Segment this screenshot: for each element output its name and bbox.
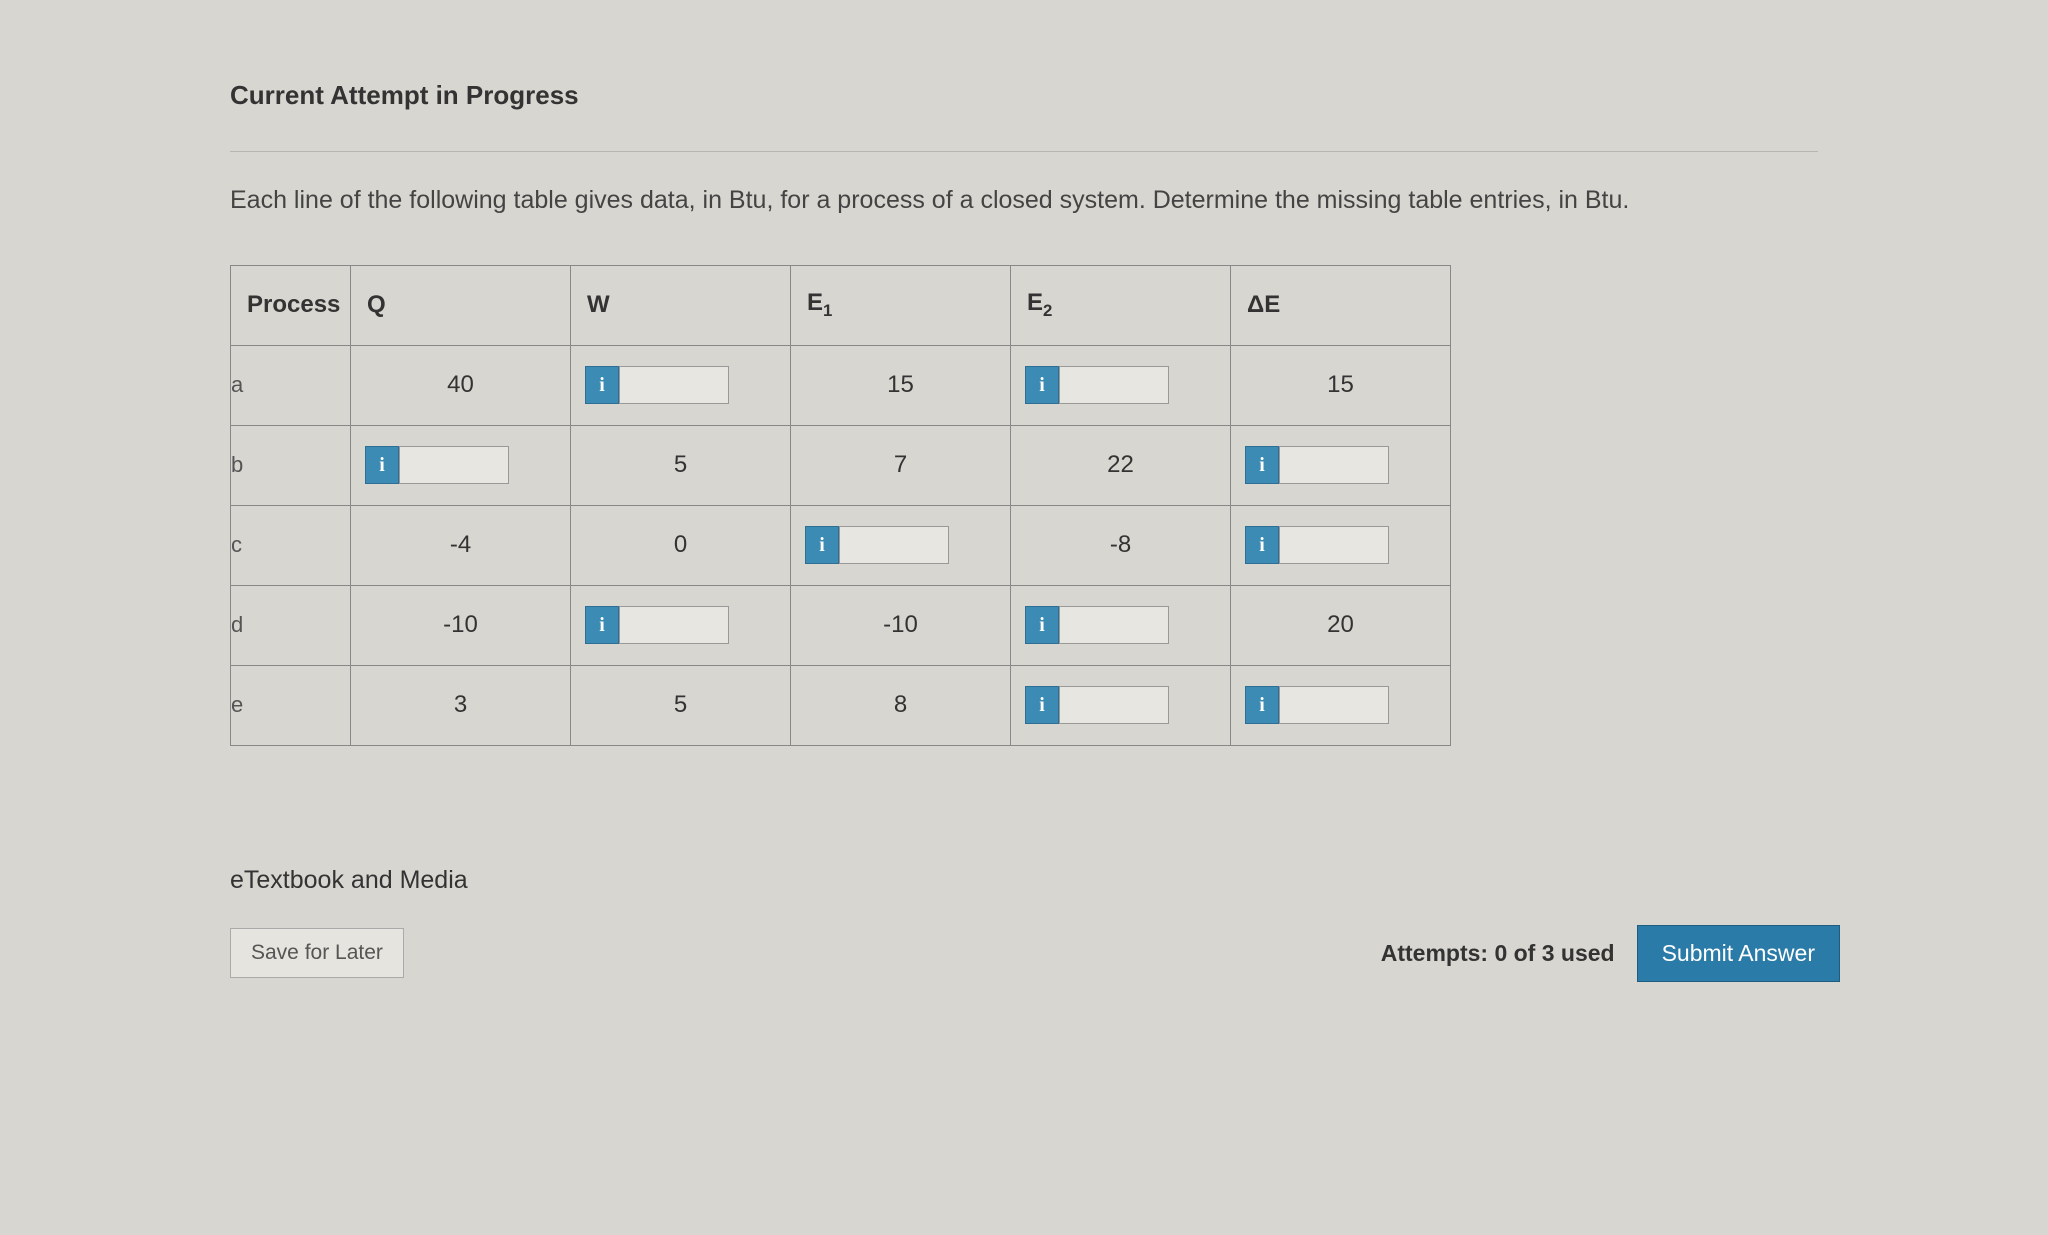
answer-input-c-de[interactable] <box>1279 526 1389 564</box>
info-icon[interactable]: i <box>1245 446 1279 484</box>
info-icon[interactable]: i <box>1245 526 1279 564</box>
info-icon[interactable]: i <box>1025 686 1059 724</box>
cell-c-e1: i <box>791 505 1011 585</box>
header-process: Process <box>231 265 351 345</box>
cell-b-q: i <box>351 425 571 505</box>
header-de: ΔE <box>1231 265 1451 345</box>
answer-input-c-e1[interactable] <box>839 526 949 564</box>
cell-e-e1: 8 <box>791 665 1011 745</box>
row-label-d: d <box>231 585 351 665</box>
cell-c-de: i <box>1231 505 1451 585</box>
cell-c-e2: -8 <box>1011 505 1231 585</box>
attempts-label: Attempts: 0 of 3 used <box>1381 940 1615 967</box>
attempt-heading: Current Attempt in Progress <box>230 80 1818 111</box>
table-row: a40 i 15 i 15 <box>231 345 1451 425</box>
cell-e-q: 3 <box>351 665 571 745</box>
header-e2: E2 <box>1011 265 1231 345</box>
cell-a-de: 15 <box>1231 345 1451 425</box>
cell-b-e2: 22 <box>1011 425 1231 505</box>
answer-input-e-e2[interactable] <box>1059 686 1169 724</box>
info-icon[interactable]: i <box>1025 606 1059 644</box>
save-for-later-button[interactable]: Save for Later <box>230 928 404 978</box>
header-q: Q <box>351 265 571 345</box>
question-prompt: Each line of the following table gives d… <box>230 182 1818 220</box>
submit-answer-button[interactable]: Submit Answer <box>1637 925 1840 982</box>
answer-input-d-e2[interactable] <box>1059 606 1169 644</box>
info-icon[interactable]: i <box>365 446 399 484</box>
answer-input-b-de[interactable] <box>1279 446 1389 484</box>
etextbook-link[interactable]: eTextbook and Media <box>230 866 1818 895</box>
cell-a-q: 40 <box>351 345 571 425</box>
cell-d-de: 20 <box>1231 585 1451 665</box>
answer-input-d-w[interactable] <box>619 606 729 644</box>
cell-b-w: 5 <box>571 425 791 505</box>
answer-input-a-w[interactable] <box>619 366 729 404</box>
cell-b-de: i <box>1231 425 1451 505</box>
cell-a-e2: i <box>1011 345 1231 425</box>
info-icon[interactable]: i <box>585 606 619 644</box>
row-label-b: b <box>231 425 351 505</box>
header-e1: E1 <box>791 265 1011 345</box>
cell-e-w: 5 <box>571 665 791 745</box>
info-icon[interactable]: i <box>805 526 839 564</box>
cell-a-e1: 15 <box>791 345 1011 425</box>
cell-c-q: -4 <box>351 505 571 585</box>
info-icon[interactable]: i <box>585 366 619 404</box>
cell-d-w: i <box>571 585 791 665</box>
cell-a-w: i <box>571 345 791 425</box>
cell-e-e2: i <box>1011 665 1231 745</box>
cell-d-e1: -10 <box>791 585 1011 665</box>
row-label-e: e <box>231 665 351 745</box>
process-table: Process Q W E1 E2 ΔE a40i15i15bi5722ic-4… <box>230 265 1451 746</box>
cell-c-w: 0 <box>571 505 791 585</box>
info-icon[interactable]: i <box>1025 366 1059 404</box>
info-icon[interactable]: i <box>1245 686 1279 724</box>
answer-input-a-e2[interactable] <box>1059 366 1169 404</box>
header-w: W <box>571 265 791 345</box>
table-row: d-10i-10i20 <box>231 585 1451 665</box>
answer-input-b-q[interactable] <box>399 446 509 484</box>
table-row: e358ii <box>231 665 1451 745</box>
table-row: c-40i-8i <box>231 505 1451 585</box>
answer-input-e-de[interactable] <box>1279 686 1389 724</box>
table-row: bi5722i <box>231 425 1451 505</box>
cell-b-e1: 7 <box>791 425 1011 505</box>
divider <box>230 151 1818 152</box>
row-label-a: a <box>231 345 351 425</box>
cell-d-q: -10 <box>351 585 571 665</box>
cell-d-e2: i <box>1011 585 1231 665</box>
row-label-c: c <box>231 505 351 585</box>
cell-e-de: i <box>1231 665 1451 745</box>
